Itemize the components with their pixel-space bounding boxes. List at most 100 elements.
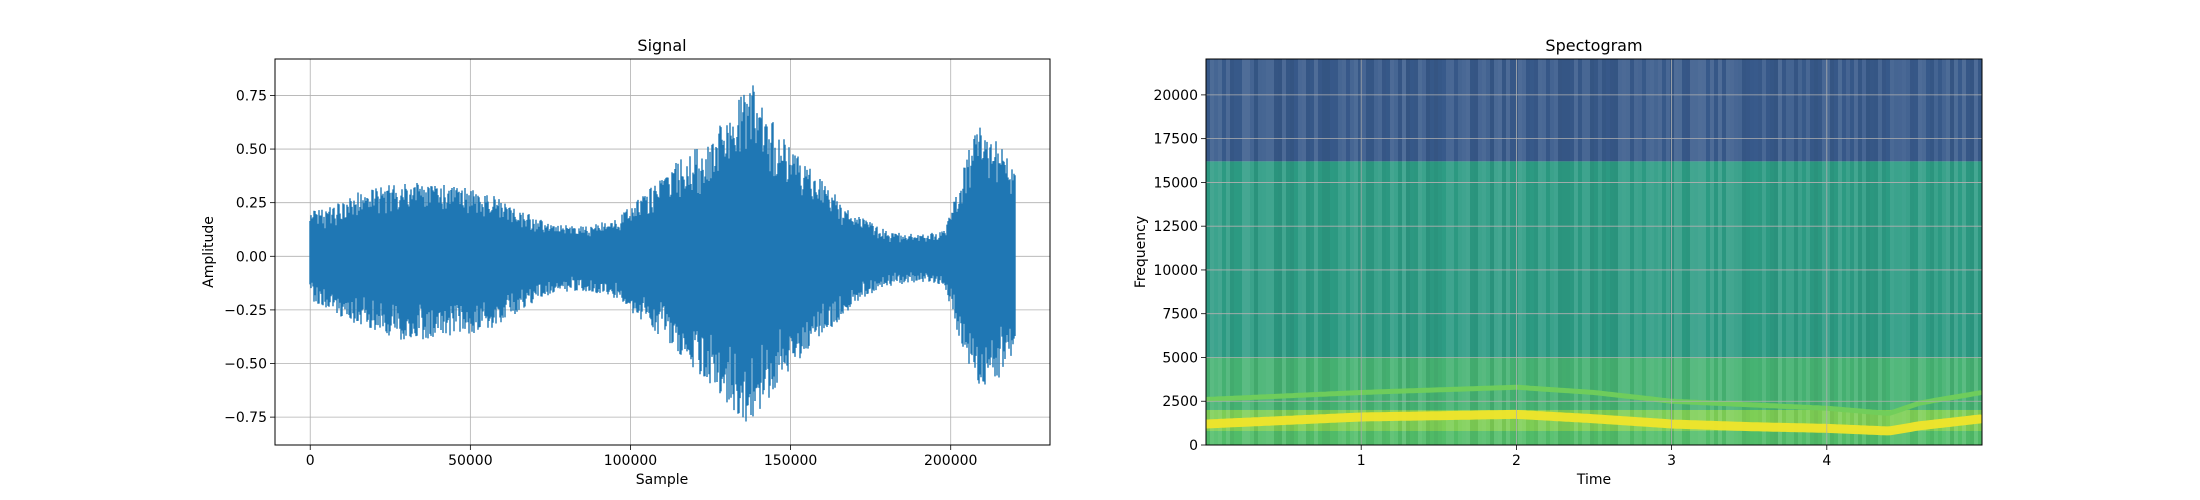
spectrogram-ytick-label: 10000 bbox=[1153, 263, 1198, 279]
spectrogram-ytick-label: 7500 bbox=[1162, 307, 1198, 323]
spectrogram-noise-stripe bbox=[1974, 59, 1978, 445]
spectrogram-noise-stripe bbox=[1662, 59, 1666, 445]
spectrogram-noise-stripe bbox=[1874, 59, 1878, 445]
spectrogram-noise-stripe bbox=[1790, 59, 1794, 445]
signal-ytick-label: 0.50 bbox=[236, 142, 267, 158]
spectrogram-noise-stripe bbox=[1882, 59, 1886, 445]
spectrogram-noise-stripe bbox=[1782, 59, 1786, 445]
spectrogram-noise-stripe bbox=[1346, 59, 1350, 445]
signal-ytick-label: −0.50 bbox=[224, 357, 267, 373]
spectrogram-noise-stripe bbox=[1858, 59, 1862, 445]
spectrogram-noise-stripe bbox=[1410, 59, 1414, 445]
spectrogram-noise-stripe bbox=[1422, 59, 1426, 445]
spectrogram-noise-stripe bbox=[1274, 59, 1278, 445]
spectrogram-noise-stripe bbox=[1866, 59, 1870, 445]
spectrogram-noise-stripe bbox=[1650, 59, 1654, 445]
signal-xlabel: Sample bbox=[636, 472, 689, 488]
spectrogram-xtick-label: 2 bbox=[1512, 453, 1521, 469]
spectrogram-noise-stripe bbox=[1962, 59, 1966, 445]
spectrogram-noise-stripe bbox=[1554, 59, 1558, 445]
spectrogram-ytick-label: 15000 bbox=[1153, 175, 1198, 191]
spectrogram-noise-stripe bbox=[1622, 59, 1626, 445]
spectrogram-noise-stripe bbox=[1450, 59, 1454, 445]
spectrogram-noise-stripe bbox=[1558, 59, 1562, 445]
spectrogram-noise-stripe bbox=[1278, 59, 1282, 445]
spectrogram-noise-stripe bbox=[1842, 59, 1846, 445]
spectrogram-noise-stripe bbox=[1774, 59, 1778, 445]
spectrogram-noise-stripe bbox=[1458, 59, 1462, 445]
spectrogram-ytick-label: 12500 bbox=[1153, 219, 1198, 235]
spectrogram-noise-stripe bbox=[1614, 59, 1618, 445]
spectrogram-noise-stripe bbox=[1666, 59, 1670, 445]
spectrogram-noise-stripe bbox=[1702, 59, 1706, 445]
spectrogram-noise-stripe bbox=[1590, 59, 1594, 445]
spectrogram-noise-stripe bbox=[1766, 59, 1770, 445]
spectrogram-noise-stripe bbox=[1378, 59, 1382, 445]
spectrogram-ytick-label: 20000 bbox=[1153, 88, 1198, 104]
spectrogram-noise-stripe bbox=[1970, 59, 1974, 445]
spectrogram-noise-stripe bbox=[1838, 59, 1842, 445]
spectrogram-noise-stripe bbox=[1738, 59, 1742, 445]
spectrogram-noise-stripe bbox=[1350, 59, 1354, 445]
signal-waveform bbox=[309, 85, 1016, 422]
spectrogram-noise-stripe bbox=[1674, 59, 1678, 445]
spectrogram-noise-stripe bbox=[1486, 59, 1490, 445]
spectrogram-noise-stripe bbox=[1930, 59, 1934, 445]
spectrogram-noise-stripe bbox=[1250, 59, 1254, 445]
spectrogram-noise-stripe bbox=[1706, 59, 1710, 445]
spectrogram-noise-stripe bbox=[1426, 59, 1430, 445]
spectrogram-noise-stripe bbox=[1294, 59, 1298, 445]
signal-ytick-label: 0.75 bbox=[236, 88, 267, 104]
spectrogram-noise-stripe bbox=[1290, 59, 1294, 445]
spectrogram-noise-stripe bbox=[1750, 59, 1754, 445]
spectrogram-noise-stripe bbox=[1326, 59, 1330, 445]
spectrogram-noise-stripe bbox=[1578, 59, 1582, 445]
spectrogram-noise-stripe bbox=[1918, 59, 1922, 445]
spectrogram-noise-stripe bbox=[1234, 59, 1238, 445]
spectrogram-noise-stripe bbox=[1878, 59, 1882, 445]
signal-axes: 0 50000 100000 150000 200000 0.75 0.50 0.25 0.00… bbox=[201, 36, 1051, 488]
spectrogram-noise-stripe bbox=[1830, 59, 1834, 445]
spectrogram-xlabel: Time bbox=[1576, 472, 1611, 488]
spectrogram-noise-stripe bbox=[1382, 59, 1386, 445]
spectrogram-noise-stripe bbox=[1742, 59, 1746, 445]
spectrogram-noise-stripe bbox=[1950, 59, 1954, 445]
spectrogram-noise-stripe bbox=[1342, 59, 1346, 445]
signal-ylabel: Amplitude bbox=[201, 216, 217, 288]
spectrogram-noise-stripe bbox=[1762, 59, 1766, 445]
signal-title: Signal bbox=[637, 36, 686, 55]
spectrogram-noise-stripe bbox=[1902, 59, 1906, 445]
spectrogram-noise-stripe bbox=[1870, 59, 1874, 445]
spectrogram-noise-stripe bbox=[1282, 59, 1286, 445]
spectrogram-noise-stripe bbox=[1570, 59, 1574, 445]
spectrogram-noise-stripe bbox=[1254, 59, 1258, 445]
spectrogram-noise-stripe bbox=[1238, 59, 1242, 445]
spectrogram-noise-stripe bbox=[1466, 59, 1470, 445]
spectrogram-noise-stripe bbox=[1818, 59, 1822, 445]
signal-ytick-label: 0.00 bbox=[236, 249, 267, 265]
spectrogram-noise-stripe bbox=[1746, 59, 1750, 445]
spectrogram-ticks: 1 2 3 4 0 2500 5000 7500 10000 12500 15000 17500 200… bbox=[1153, 88, 1831, 469]
signal-ytick-label: −0.75 bbox=[224, 410, 267, 426]
spectrogram-harmonic bbox=[1206, 409, 1982, 436]
signal-xtick-label: 50000 bbox=[448, 453, 493, 469]
spectrogram-noise-stripe bbox=[1414, 59, 1418, 445]
spectrogram-noise-stripe bbox=[1710, 59, 1714, 445]
spectrogram-noise-stripe bbox=[1330, 59, 1334, 445]
signal-ytick-label: 0.25 bbox=[236, 196, 267, 212]
spectrogram-noise-stripe bbox=[1714, 59, 1718, 445]
spectrogram-noise-stripe bbox=[1634, 59, 1638, 445]
spectrogram-noise-stripe bbox=[1978, 59, 1982, 445]
spectrogram-noise-stripe bbox=[1598, 59, 1602, 445]
spectrogram-noise-stripe bbox=[1246, 59, 1250, 445]
spectrogram-noise-stripe bbox=[1430, 59, 1434, 445]
spectrogram-noise-stripe bbox=[1646, 59, 1650, 445]
spectrogram-noise-stripe bbox=[1966, 59, 1970, 445]
spectrogram-ylabel: Frequency bbox=[1133, 216, 1149, 288]
spectrogram-xtick-label: 1 bbox=[1357, 453, 1366, 469]
spectrogram-noise-stripe bbox=[1734, 59, 1738, 445]
spectrogram-noise-stripe bbox=[1370, 59, 1374, 445]
spectrogram-noise-stripe bbox=[1322, 59, 1326, 445]
spectrogram-noise-stripe bbox=[1230, 59, 1234, 445]
spectrogram-noise-stripe bbox=[1610, 59, 1614, 445]
